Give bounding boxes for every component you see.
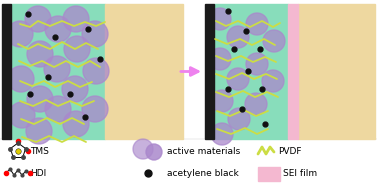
Circle shape bbox=[227, 26, 249, 48]
Text: acetylene black: acetylene black bbox=[167, 169, 239, 177]
Text: TMS+HDI+LiODFB: TMS+HDI+LiODFB bbox=[230, 0, 350, 1]
Circle shape bbox=[228, 108, 250, 130]
Bar bbox=[288, 4, 298, 139]
Circle shape bbox=[26, 118, 52, 144]
Circle shape bbox=[211, 123, 233, 145]
Circle shape bbox=[45, 96, 71, 122]
Circle shape bbox=[246, 13, 268, 35]
Circle shape bbox=[146, 144, 162, 160]
Bar bbox=[298, 4, 375, 139]
Text: HDI: HDI bbox=[30, 169, 46, 177]
Circle shape bbox=[64, 36, 90, 62]
Circle shape bbox=[7, 21, 33, 47]
Circle shape bbox=[83, 58, 109, 84]
Bar bbox=[214, 4, 288, 139]
Circle shape bbox=[27, 86, 53, 112]
Circle shape bbox=[262, 70, 284, 92]
Circle shape bbox=[133, 139, 153, 159]
Circle shape bbox=[246, 53, 268, 75]
Circle shape bbox=[245, 93, 267, 115]
Text: PVDF: PVDF bbox=[278, 146, 302, 156]
Circle shape bbox=[45, 16, 71, 42]
Circle shape bbox=[82, 96, 108, 122]
Circle shape bbox=[8, 66, 34, 92]
Circle shape bbox=[211, 90, 233, 112]
Text: TMS: TMS bbox=[78, 0, 107, 1]
Circle shape bbox=[25, 6, 51, 32]
Circle shape bbox=[63, 111, 89, 137]
Text: SEI film: SEI film bbox=[283, 169, 317, 177]
Bar bbox=[11, 4, 105, 139]
Text: TMS: TMS bbox=[30, 146, 49, 156]
Bar bbox=[205, 4, 214, 139]
Text: active materials: active materials bbox=[167, 146, 240, 156]
Circle shape bbox=[9, 102, 35, 128]
Circle shape bbox=[44, 56, 70, 82]
Circle shape bbox=[82, 21, 108, 47]
Circle shape bbox=[63, 6, 89, 32]
Circle shape bbox=[209, 8, 231, 30]
Bar bbox=[258, 167, 280, 181]
Bar bbox=[2, 4, 11, 139]
Circle shape bbox=[263, 30, 285, 52]
Circle shape bbox=[62, 76, 88, 102]
Bar bbox=[105, 4, 183, 139]
Circle shape bbox=[209, 48, 231, 70]
Circle shape bbox=[227, 68, 249, 90]
Circle shape bbox=[27, 41, 53, 67]
